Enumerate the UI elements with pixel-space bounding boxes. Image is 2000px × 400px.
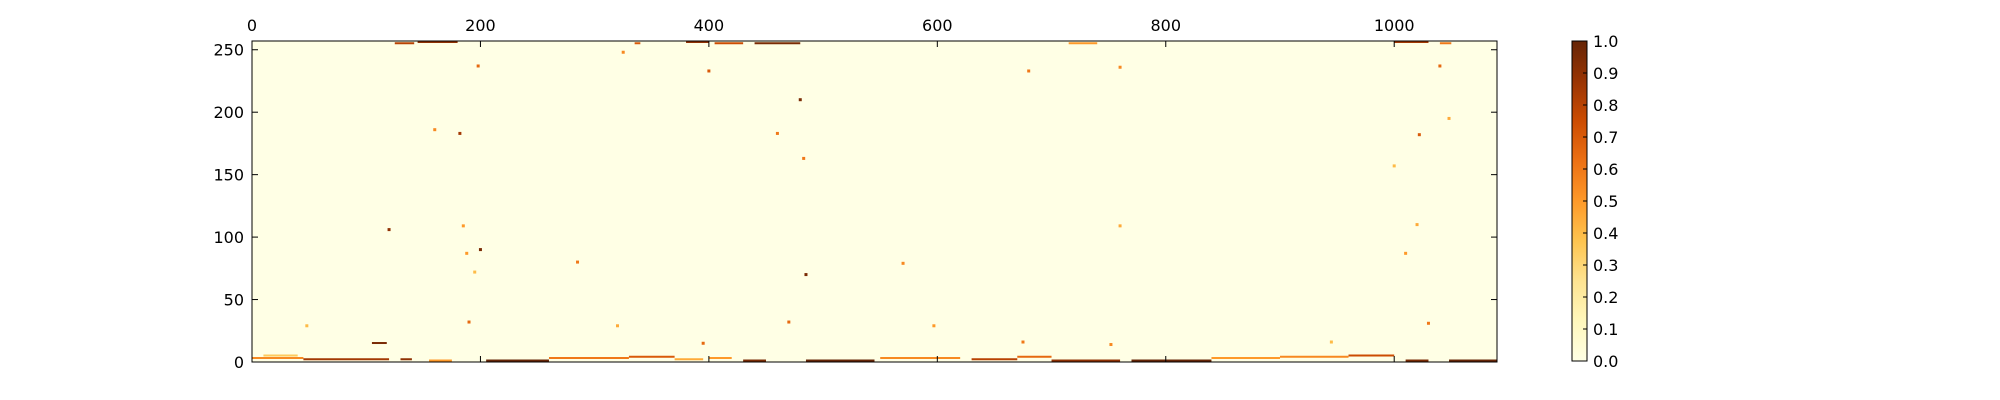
heatmap-point [1109, 343, 1113, 347]
heatmap-point [467, 320, 471, 324]
heatmap-segment [634, 42, 641, 45]
heatmap-point [433, 128, 437, 132]
heatmap-segment [628, 355, 675, 358]
heatmap-segment [394, 42, 415, 45]
heatmap-point [458, 131, 462, 135]
heatmap-segment [400, 358, 412, 361]
colorbar-tick-label: 0.3 [1593, 256, 1618, 275]
heatmap-segment [263, 354, 298, 357]
colorbar-tick-label: 0.7 [1593, 128, 1618, 147]
heatmap-point [1118, 65, 1122, 69]
heatmap-point [576, 260, 580, 264]
heatmap-segment [1051, 359, 1121, 362]
heatmap-point [476, 64, 480, 68]
heatmap-point [901, 261, 905, 265]
heatmap-point [461, 224, 465, 228]
heatmap-point [387, 228, 391, 232]
heatmap-segment [1405, 359, 1429, 362]
heatmap-segment [708, 357, 732, 360]
y-tick-label: 50 [224, 291, 244, 310]
heatmap-segment [1131, 359, 1212, 362]
heatmap-point [701, 341, 705, 345]
heatmap-point [1438, 64, 1442, 68]
heatmap-point [473, 270, 477, 274]
heatmap-point [305, 324, 309, 328]
heatmap-point [932, 324, 936, 328]
heatmap-point [1118, 224, 1122, 228]
heatmap-point [804, 273, 808, 277]
heatmap-segment [1394, 41, 1429, 43]
heatmap-segment [303, 358, 390, 361]
heatmap-segment [417, 41, 458, 43]
heatmap-segment [548, 357, 629, 360]
heatmap-segment [1068, 42, 1098, 45]
x-tick-label: 800 [1150, 16, 1181, 35]
y-tick-label: 150 [213, 166, 244, 185]
y-tick-label: 250 [213, 41, 244, 60]
colorbar-tick-label: 1.0 [1593, 32, 1618, 51]
heatmap-point [1392, 164, 1396, 168]
heatmap-cells [252, 41, 1497, 362]
y-tick-label: 0 [234, 353, 244, 372]
heatmap-point [1404, 251, 1408, 255]
heatmap-segment [1449, 359, 1497, 362]
heatmap-point [1417, 133, 1421, 137]
heatmap-segment [674, 358, 704, 361]
heatmap-point [1447, 116, 1451, 120]
y-tick-label: 100 [213, 228, 244, 247]
heatmap-point [1426, 321, 1430, 325]
heatmap-segment [686, 41, 709, 43]
heatmap-segment [1017, 355, 1052, 358]
heatmap-point [798, 98, 802, 102]
heatmap-point [1329, 340, 1333, 344]
x-tick-label: 400 [694, 16, 725, 35]
heatmap-point [787, 320, 791, 324]
heatmap-point [707, 69, 711, 73]
heatmap-segment [486, 359, 549, 362]
heatmap-segment [805, 359, 875, 362]
heatmap-background [252, 41, 1497, 362]
colorbar-tick-label: 0.6 [1593, 160, 1618, 179]
heatmap-segment [252, 357, 304, 360]
colorbar-tick-label: 0.5 [1593, 192, 1618, 211]
heatmap-segment [429, 359, 452, 362]
heatmap-segment [754, 42, 801, 45]
heatmap-segment [743, 359, 766, 362]
heatmap-segment [1211, 357, 1280, 360]
heatmap-segment [880, 357, 961, 360]
colorbar-tick-label: 0.0 [1593, 352, 1618, 371]
colorbar-tick-label: 0.8 [1593, 96, 1618, 115]
colorbar-tick-label: 0.1 [1593, 320, 1618, 339]
heatmap-segment [1439, 42, 1452, 45]
heatmap-point [1415, 223, 1419, 227]
x-axis-ticks: 0 200 400 600 800 1000 [247, 16, 1415, 362]
colorbar-tick-label: 0.4 [1593, 224, 1618, 243]
y-tick-label: 200 [213, 103, 244, 122]
heatmap-point [802, 156, 806, 160]
heatmap-point [616, 324, 620, 328]
colorbar-tick-label: 0.9 [1593, 64, 1618, 83]
heatmap-point [1021, 340, 1025, 344]
x-tick-label: 600 [922, 16, 953, 35]
heatmap-point [465, 251, 469, 255]
heatmap-segment [371, 342, 387, 345]
heatmap-segment [1279, 355, 1349, 358]
heatmap-segment [1348, 354, 1395, 357]
x-tick-label: 0 [247, 16, 257, 35]
x-tick-label: 200 [465, 16, 496, 35]
plot-frame [251, 40, 1498, 363]
heatmap-point [1027, 69, 1031, 73]
x-tick-label: 1000 [1374, 16, 1415, 35]
colorbar-tick-label: 0.2 [1593, 288, 1618, 307]
heatmap-point [478, 248, 482, 252]
heatmap-segment [971, 358, 1018, 361]
heatmap-segment [714, 42, 744, 45]
heatmap-point [775, 131, 779, 135]
y-axis-ticks: 0 50 100 150 200 250 [213, 41, 1497, 372]
colorbar-ticks: 0.0 0.1 0.2 0.3 0.4 0.5 0.6 0.7 0.8 0.9 1.0 [1583, 32, 1618, 371]
heatmap-point [621, 50, 625, 54]
